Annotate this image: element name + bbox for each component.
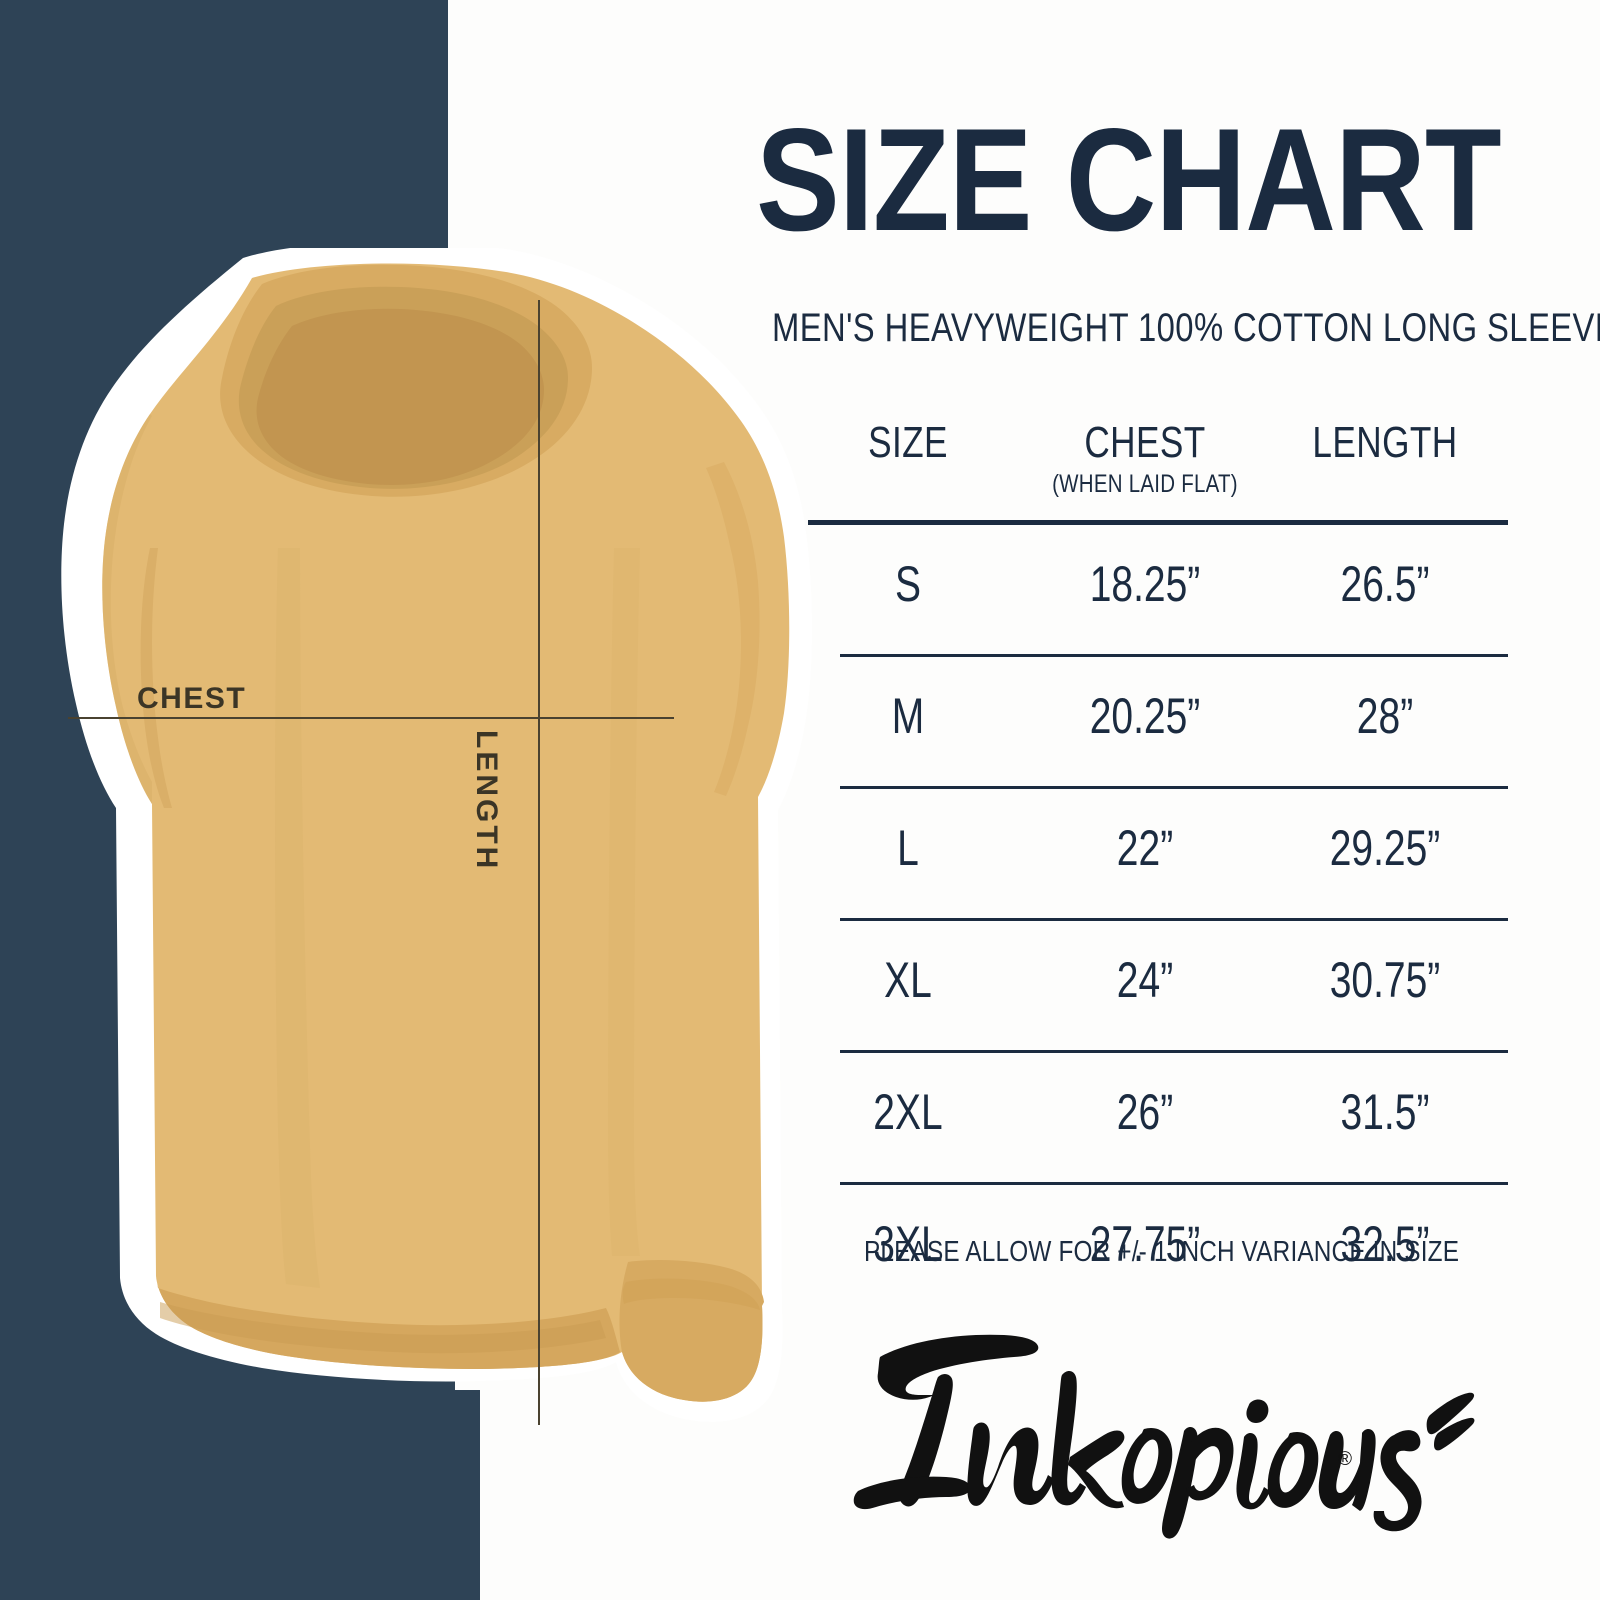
navy-panel-notch-top xyxy=(448,0,488,290)
cell-length: 32.5” xyxy=(1340,1216,1430,1272)
table-row: XL 24” 30.75” xyxy=(808,921,1508,1053)
size-table-body: S 18.25” 26.5” M 20.25” 28” L 22” 29.25”… xyxy=(808,525,1508,1317)
size-table-header: SIZE CHEST LENGTH (WHEN LAID FLAT) xyxy=(808,418,1508,522)
cell-length: 26.5” xyxy=(1340,556,1430,612)
cell-length: 29.25” xyxy=(1329,820,1441,876)
table-row: 3XL 27.75” 32.5” xyxy=(808,1185,1508,1317)
shirt-illustration xyxy=(0,248,830,1463)
table-row: 2XL 26” 31.5” xyxy=(808,1053,1508,1185)
cell-chest: 24” xyxy=(1116,952,1174,1008)
chest-guide-line xyxy=(68,717,674,719)
column-header-chest-note: (WHEN LAID FLAT) xyxy=(1052,470,1238,498)
cell-chest: 26” xyxy=(1116,1084,1174,1140)
page-title: SIZE CHART xyxy=(756,98,1502,261)
row-divider xyxy=(840,1050,1508,1053)
table-row: M 20.25” 28” xyxy=(808,657,1508,789)
row-divider xyxy=(840,654,1508,657)
cell-chest: 27.75” xyxy=(1089,1216,1201,1272)
table-row: S 18.25” 26.5” xyxy=(808,525,1508,657)
cell-size: 2XL xyxy=(873,1084,943,1140)
cell-chest: 22” xyxy=(1116,820,1174,876)
cell-length: 30.75” xyxy=(1329,952,1441,1008)
registered-trademark-icon: ® xyxy=(1338,1449,1352,1470)
table-header-rule xyxy=(808,520,1508,525)
row-divider xyxy=(840,918,1508,921)
cell-length: 28” xyxy=(1356,688,1414,744)
cell-size: S xyxy=(894,556,922,612)
cell-length: 31.5” xyxy=(1340,1084,1430,1140)
chest-label: CHEST xyxy=(137,682,247,715)
cell-size: XL xyxy=(884,952,932,1008)
cell-size: L xyxy=(897,820,919,876)
cell-size: M xyxy=(891,688,925,744)
column-header-length: LENGTH xyxy=(1312,418,1458,467)
cell-chest: 20.25” xyxy=(1089,688,1201,744)
brand-logo: ® xyxy=(838,1315,1475,1539)
length-label: LENGTH xyxy=(470,730,503,872)
column-header-chest: CHEST xyxy=(1084,418,1206,467)
cell-size: 3XL xyxy=(873,1216,943,1272)
row-divider xyxy=(840,1182,1508,1185)
page-subtitle: MEN'S HEAVYWEIGHT 100% COTTON LONG SLEEV… xyxy=(772,306,1600,350)
row-divider xyxy=(840,786,1508,789)
variance-note: PLEASE ALLOW FOR +/- 1 INCH VARIANCE IN … xyxy=(864,1236,1460,1268)
length-guide-line xyxy=(538,300,540,1425)
table-row: L 22” 29.25” xyxy=(808,789,1508,921)
cell-chest: 18.25” xyxy=(1089,556,1201,612)
column-header-size: SIZE xyxy=(868,418,948,467)
